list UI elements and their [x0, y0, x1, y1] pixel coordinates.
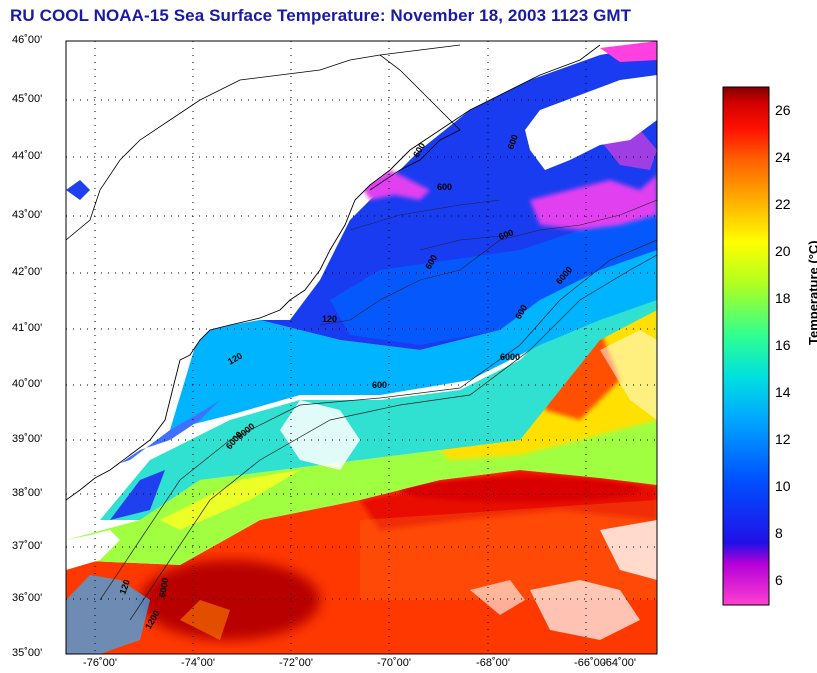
longitude-tick-label: -74˚00' — [181, 657, 215, 669]
isobath-label: 120 — [322, 314, 337, 324]
isobath-label: 600 — [437, 182, 452, 192]
latitude-tick-label: 39˚00' — [12, 433, 43, 445]
sst-field — [66, 41, 657, 654]
latitude-tick-label: 35˚00' — [12, 647, 43, 659]
page-title: RU COOL NOAA-15 Sea Surface Temperature:… — [10, 6, 632, 25]
colorbar-tick-label: 8 — [775, 525, 783, 542]
isobath-label: 600 — [505, 133, 520, 151]
longitude-tick-label: -66˚00' — [574, 657, 608, 669]
longitude-tick-label: -68˚00' — [476, 657, 510, 669]
colorbar-tick-label: 12 — [775, 431, 791, 448]
latitude-tick-label: 36˚00' — [12, 592, 43, 604]
longitude-tick-label: -64˚00' — [602, 657, 636, 669]
latitude-tick-label: 46˚00' — [12, 34, 43, 46]
latitude-tick-label: 37˚00' — [12, 540, 43, 552]
colorbar-tick-label: 20 — [775, 242, 791, 259]
latitude-tick-label: 44˚00' — [12, 150, 43, 162]
plot-frame — [65, 40, 658, 655]
latitude-tick-label: 40˚00' — [12, 378, 43, 390]
isobath-label: 600 — [497, 227, 515, 242]
isobath-label: 6000 — [500, 352, 520, 362]
lat-lon-grid — [66, 41, 657, 654]
latitude-tick-label: 42˚00' — [12, 266, 43, 278]
longitude-tick-label: -76˚00' — [83, 657, 117, 669]
colorbar-tick-label: 14 — [775, 384, 791, 401]
latitude-tick-label: 38˚00' — [12, 487, 43, 499]
colorbar-tick-label: 18 — [775, 289, 791, 306]
latitude-tick-label: 41˚00' — [12, 322, 43, 334]
isobath-label: 6000 — [157, 577, 170, 598]
latitude-tick-label: 43˚00' — [12, 209, 43, 221]
latitude-tick-label: 45˚00' — [12, 93, 43, 105]
colorbar — [722, 86, 770, 606]
colorbar-tick-label: 24 — [775, 148, 791, 165]
isobath-label: 120 — [117, 578, 132, 596]
colorbar-tick-label: 22 — [775, 195, 791, 212]
colorbar-tick-label: 16 — [775, 337, 791, 353]
colorbar-label: Temperature (°C) — [806, 240, 817, 345]
colorbar-tick-label: 6 — [775, 572, 783, 589]
colorbar-tick-label: 26 — [775, 101, 791, 118]
colorbar-tick-label: 10 — [775, 478, 791, 495]
longitude-tick-label: -72˚00' — [279, 657, 313, 669]
isobath-label: 600 — [372, 380, 387, 390]
longitude-tick-label: -70˚00' — [377, 657, 411, 669]
